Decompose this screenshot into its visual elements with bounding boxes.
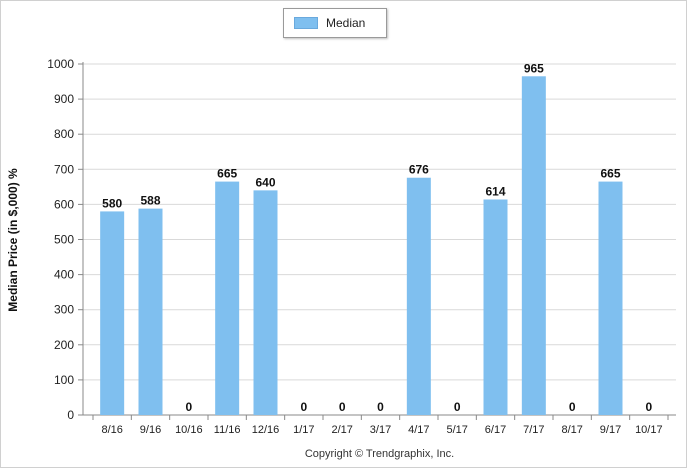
- x-tick-label-1-17: 1/17: [293, 424, 314, 436]
- x-tick-label-10-17: 10/17: [635, 424, 663, 436]
- legend-label-median: Median: [326, 16, 366, 30]
- y-tick-label-900: 900: [54, 92, 74, 106]
- data-labels: 580 588 0 665 640 0 0 0 676 0 614 965 0 665 0: [102, 61, 652, 414]
- axes: 0 100 200 300 400 500 600 700 800 900 1000 8/16 9/16…: [47, 57, 676, 436]
- x-tick-label-8-17: 8/17: [561, 424, 582, 436]
- bar-11-16: [215, 181, 240, 415]
- x-tick-label-3-17: 3/17: [370, 424, 391, 436]
- data-label-8-17: 0: [569, 400, 576, 414]
- bar-9-16: [138, 208, 163, 415]
- data-label-4-17: 676: [409, 163, 429, 177]
- x-tick-label-11-16: 11/16: [214, 424, 241, 436]
- legend-swatch-median: [294, 17, 318, 29]
- y-tick-label-300: 300: [54, 303, 74, 317]
- y-tick-label-800: 800: [54, 127, 74, 141]
- y-tick-label-400: 400: [54, 268, 74, 282]
- data-label-5-17: 0: [454, 400, 461, 414]
- data-label-1-17: 0: [300, 400, 307, 414]
- y-tick-label-500: 500: [54, 233, 74, 247]
- x-tick-label-6-17: 6/17: [485, 424, 506, 436]
- x-tick-label-9-17: 9/17: [600, 424, 621, 436]
- x-tick-label-8-16: 8/16: [101, 424, 122, 436]
- x-tick-label-4-17: 4/17: [408, 424, 429, 436]
- data-label-3-17: 0: [377, 400, 384, 414]
- y-tick-label-0: 0: [67, 408, 74, 422]
- data-label-2-17: 0: [339, 400, 346, 414]
- x-tick-label-7-17: 7/17: [523, 424, 544, 436]
- y-tick-label-100: 100: [54, 373, 74, 387]
- data-label-10-17: 0: [645, 400, 652, 414]
- bar-7-17: [521, 76, 546, 415]
- bars: [100, 76, 623, 415]
- copyright-text: Copyright © Trendgraphix, Inc.: [304, 448, 455, 460]
- data-label-6-17: 614: [485, 184, 505, 198]
- bar-12-16: [253, 190, 278, 415]
- x-tick-label-12-16: 12/16: [252, 424, 280, 436]
- data-label-9-16: 588: [140, 194, 160, 208]
- bar-9-17: [598, 181, 623, 415]
- y-tick-label-700: 700: [54, 162, 74, 176]
- y-axis-title: Median Price (in $,000) %: [6, 168, 20, 312]
- data-label-9-17: 665: [600, 167, 620, 181]
- x-tick-label-9-16: 9/16: [140, 424, 161, 436]
- y-tick-label-1000: 1000: [47, 57, 74, 71]
- data-label-10-16: 0: [185, 400, 192, 414]
- x-tick-label-5-17: 5/17: [446, 424, 467, 436]
- bar-8-16: [100, 211, 125, 415]
- bar-6-17: [483, 199, 508, 415]
- bar-4-17: [406, 177, 431, 415]
- data-label-11-16: 665: [217, 167, 237, 181]
- x-tick-label-2-17: 2/17: [331, 424, 352, 436]
- data-label-12-16: 640: [255, 175, 275, 189]
- x-tick-label-10-16: 10/16: [175, 424, 203, 436]
- data-label-8-16: 580: [102, 196, 122, 210]
- data-label-7-17: 965: [524, 61, 544, 75]
- y-tick-label-200: 200: [54, 338, 74, 352]
- y-tick-label-600: 600: [54, 197, 74, 211]
- chart-legend: Median: [283, 8, 387, 38]
- gridlines: [83, 63, 676, 381]
